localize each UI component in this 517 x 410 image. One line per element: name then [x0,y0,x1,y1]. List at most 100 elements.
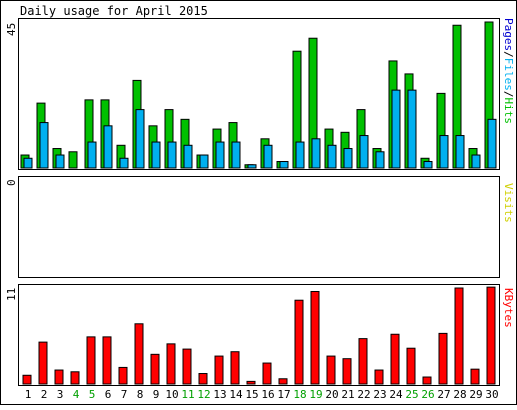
files-bar [471,154,481,169]
kbytes-bar [374,369,384,385]
day-label: 21 [341,388,354,401]
kbytes-bar [214,355,224,385]
kbytes-bar [118,366,128,385]
files-bar [359,135,369,169]
files-bar [183,144,193,169]
kbytes-bar [406,347,416,385]
files-bar [407,89,417,169]
kbytes-bar [310,290,320,385]
day-label: 26 [421,388,434,401]
day-label: 4 [73,388,80,401]
visits-panel-ymax: 0 [5,179,18,186]
day-label: 27 [437,388,450,401]
kbytes-bar [342,358,352,385]
day-label: 14 [229,388,243,401]
hits-panel-ylabel: Pages/Files/Hits [502,18,515,124]
day-label: 18 [293,388,306,401]
pages-label: Pages [502,18,515,51]
day-label: 30 [485,388,498,401]
kbytes-bar [294,299,304,385]
files-bar [135,109,145,169]
files-bar [23,157,33,169]
files-bar [343,148,353,169]
files-bar [439,135,449,169]
files-bar [391,89,401,169]
visits-panel-ylabel: Visits [502,183,515,223]
day-label: 9 [153,388,160,401]
files-bar [151,141,161,169]
kbytes-panel-ymax: 11 [5,288,18,301]
kbytes-bar [230,351,240,385]
day-label: 29 [469,388,482,401]
day-label: 11 [181,388,194,401]
kbytes-bars [22,286,496,385]
kbytes-bar [262,362,272,385]
kbytes-bar [54,369,64,385]
kbytes-panel-frame [18,284,500,386]
day-label: 15 [245,388,258,401]
files-bar [39,122,49,169]
files-bar [327,144,337,169]
files-bar [199,154,209,169]
kbytes-bar [198,373,208,385]
kbytes-bar [438,332,448,385]
day-label: 13 [213,388,226,401]
kbytes-panel-ylabel: KBytes [502,288,515,328]
kbytes-bar [326,355,336,385]
kbytes-bar [70,371,80,385]
kbytes-bar [22,374,32,385]
x-axis-day-labels: 1 2 3 4 5 6 7 8 9 10 11 12 13 14 15 16 17 18 19 20 21 22 23 24 2… [25,388,499,401]
day-label: 2 [41,388,48,401]
files-bar [263,144,273,169]
kbytes-bar [278,378,288,385]
day-label: 10 [165,388,178,401]
kbytes-bar [390,333,400,385]
kbytes-bar [166,343,176,385]
day-label: 25 [405,388,418,401]
files-bar [455,135,465,169]
day-label: 22 [357,388,370,401]
kbytes-bar [102,336,112,385]
files-bar [247,164,257,169]
files-bar [55,154,65,169]
day-label: 19 [309,388,322,401]
day-label: 24 [389,388,403,401]
files-bar [87,141,97,169]
kbytes-bar [422,376,432,385]
kbytes-bar [454,287,464,385]
day-label: 5 [89,388,96,401]
kbytes-bar [134,323,144,385]
files-bar [375,151,385,169]
kbytes-bar [358,338,368,385]
files-bar [119,157,129,169]
chart-title: Daily usage for April 2015 [20,4,208,18]
kbytes-bar [246,380,256,385]
files-bar [167,141,177,169]
day-label: 6 [105,388,112,401]
kbytes-bar [486,286,496,385]
day-label: 7 [121,388,128,401]
files-bar [231,141,241,169]
visits-panel-frame [18,176,500,278]
kbytes-bar [470,368,480,385]
day-label: 20 [325,388,338,401]
files-bar [279,161,289,169]
kbytes-bar [182,348,192,385]
day-label: 23 [373,388,386,401]
files-bar [295,141,305,169]
files-bar [215,141,225,169]
day-label: 8 [137,388,144,401]
hits-files-bars [20,21,497,169]
day-label: 16 [261,388,274,401]
hits-bar [68,151,78,169]
hits-panel-ymax: 45 [5,23,18,36]
day-label: 28 [453,388,466,401]
files-bar [311,138,321,169]
kbytes-bar [150,353,160,385]
hits-panel-frame [18,18,500,170]
kbytes-bar [38,341,48,385]
day-label: 3 [57,388,64,401]
kbytes-bar [86,336,96,385]
